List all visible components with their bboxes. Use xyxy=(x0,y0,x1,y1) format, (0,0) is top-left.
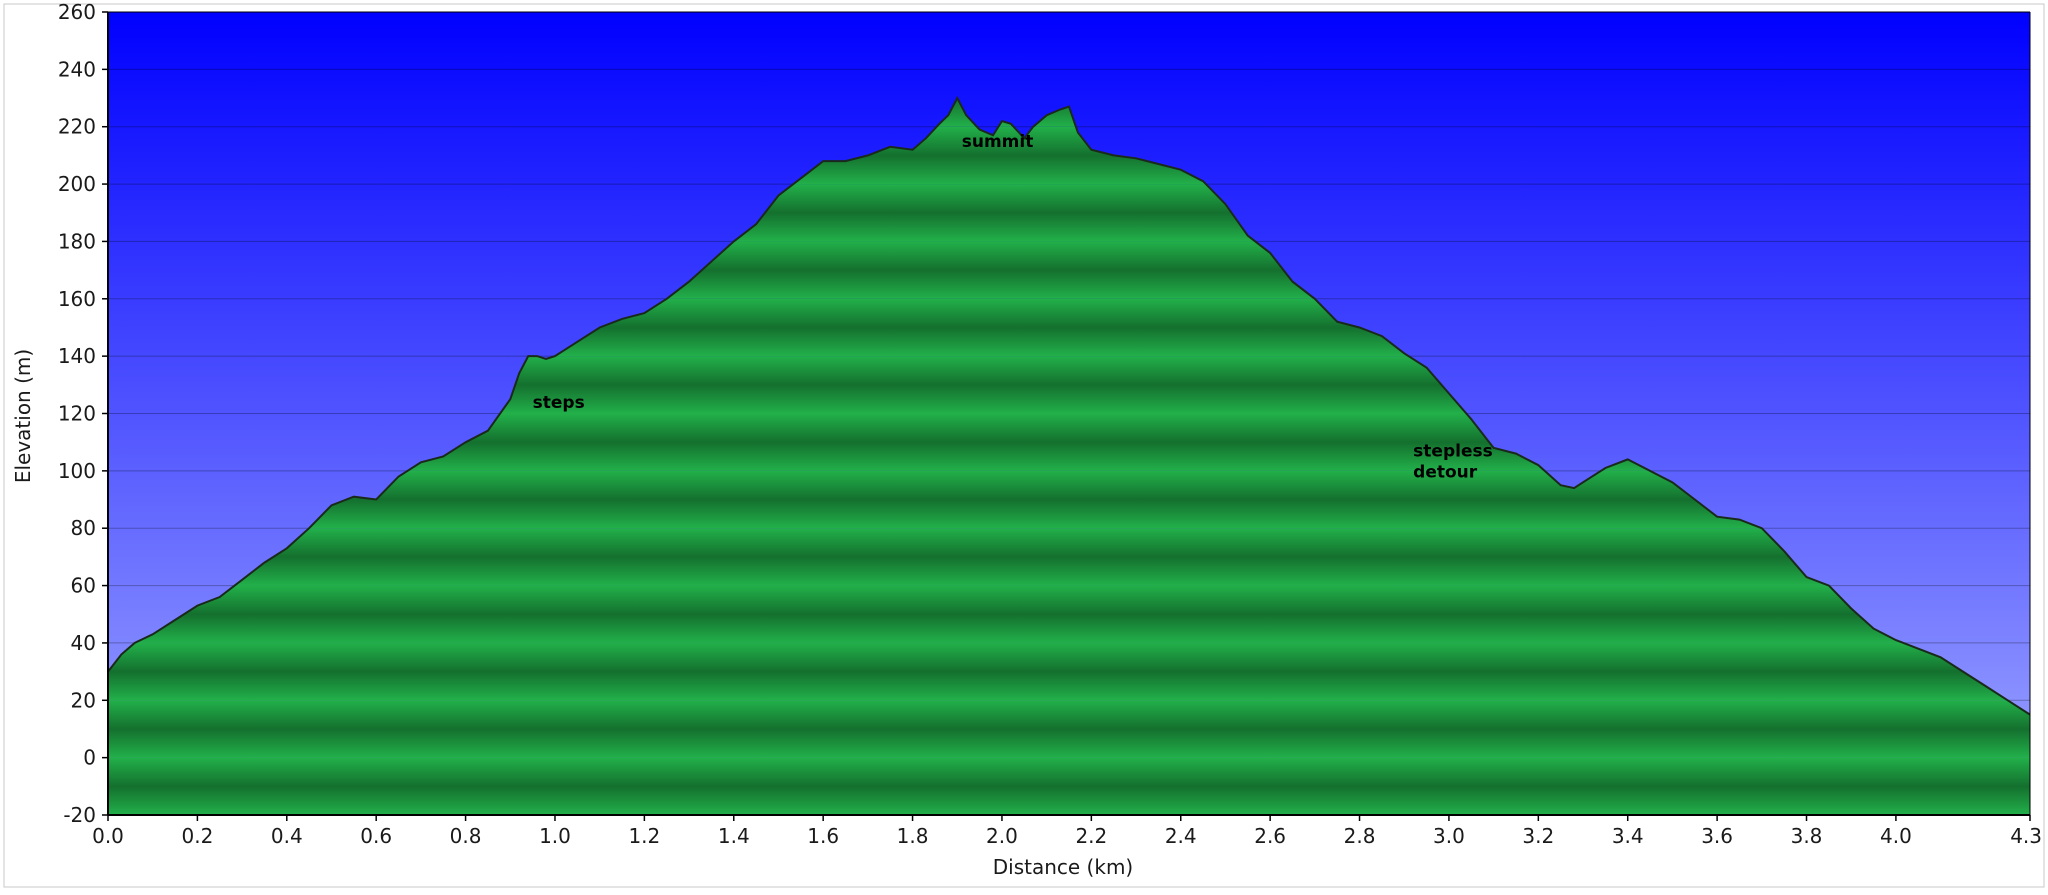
x-tick-label: 0.4 xyxy=(271,824,303,848)
x-tick-label: 2.2 xyxy=(1075,824,1107,848)
y-tick-label: 20 xyxy=(71,688,96,712)
y-tick-label: -20 xyxy=(63,803,96,827)
x-tick-label: 0.0 xyxy=(92,824,124,848)
annotation-line: steps xyxy=(533,393,585,413)
terrain-band xyxy=(108,642,2030,701)
y-tick-label: 160 xyxy=(58,287,96,311)
annotation-label: summit xyxy=(962,132,1034,152)
y-tick-label: 240 xyxy=(58,57,96,81)
x-tick-label: 1.4 xyxy=(718,824,750,848)
x-tick-label: 1.0 xyxy=(539,824,571,848)
terrain-band xyxy=(108,585,2030,643)
y-tick-label: 120 xyxy=(58,402,96,426)
annotation-label: stepless detour xyxy=(1413,442,1493,483)
y-tick-label: 60 xyxy=(71,574,96,598)
x-tick-label: 0.8 xyxy=(450,824,482,848)
y-axis-title: Elevation (m) xyxy=(11,349,35,483)
y-tick-label: 260 xyxy=(58,0,96,24)
x-tick-label: 3.6 xyxy=(1701,824,1733,848)
x-axis-tick-labels: 0.0 0.2 0.4 0.6 0.8 1.0 1.2 1.4 1.6 1.8 2.0 2.2 2.4 2… xyxy=(92,824,2042,848)
y-tick-label: 100 xyxy=(58,459,96,483)
terrain-band xyxy=(108,757,2030,815)
x-tick-label: 2.6 xyxy=(1254,824,1286,848)
y-tick-label: 200 xyxy=(58,172,96,196)
annotation-label: steps xyxy=(533,393,585,413)
terrain-band xyxy=(108,700,2030,758)
annotation-line: summit xyxy=(962,132,1034,152)
x-axis-title: Distance (km) xyxy=(993,855,1133,879)
x-tick-label: 1.8 xyxy=(897,824,929,848)
y-tick-label: 80 xyxy=(71,516,96,540)
x-tick-label: 2.4 xyxy=(1165,824,1197,848)
annotations: steps summit stepless detour xyxy=(533,132,1493,483)
y-tick-label: 140 xyxy=(58,344,96,368)
x-tick-label: 1.2 xyxy=(628,824,660,848)
y-tick-label: 0 xyxy=(83,746,96,770)
x-tick-label: 3.8 xyxy=(1791,824,1823,848)
axes xyxy=(102,11,2031,821)
y-tick-label: 180 xyxy=(58,229,96,253)
x-tick-label: 1.6 xyxy=(807,824,839,848)
y-tick-label: 40 xyxy=(71,631,96,655)
x-tick-label: 4.0 xyxy=(1880,824,1912,848)
x-tick-label: 3.4 xyxy=(1612,824,1644,848)
elevation-series-line xyxy=(107,95,2031,716)
y-axis-tick-labels: -20 0 20 40 60 80 100 120 140 160 180 200 220 240 260 xyxy=(58,0,96,827)
annotation-line: stepless xyxy=(1413,442,1493,462)
x-tick-label: 2.8 xyxy=(1344,824,1376,848)
terrain-band xyxy=(108,528,2030,586)
x-tick-label: 4.3 xyxy=(2010,824,2042,848)
annotation-line: detour xyxy=(1413,463,1478,483)
y-tick-label: 220 xyxy=(58,115,96,139)
x-tick-label: 3.0 xyxy=(1433,824,1465,848)
x-tick-label: 0.2 xyxy=(181,824,213,848)
x-tick-label: 0.6 xyxy=(360,824,392,848)
x-tick-label: 2.0 xyxy=(986,824,1018,848)
x-tick-label: 3.2 xyxy=(1522,824,1554,848)
